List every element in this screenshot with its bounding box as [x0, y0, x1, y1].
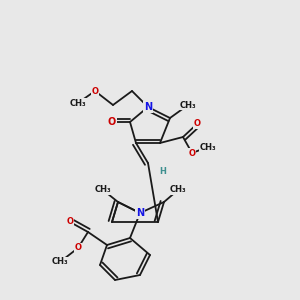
Text: CH₃: CH₃: [52, 257, 68, 266]
Text: O: O: [67, 218, 73, 226]
Text: CH₃: CH₃: [200, 142, 216, 152]
Text: O: O: [194, 119, 200, 128]
Text: O: O: [188, 148, 196, 158]
Text: N: N: [144, 102, 152, 112]
Text: CH₃: CH₃: [95, 185, 111, 194]
Text: O: O: [92, 86, 98, 95]
Text: O: O: [74, 244, 82, 253]
Text: H: H: [160, 167, 167, 176]
Text: CH₃: CH₃: [170, 185, 186, 194]
Text: CH₃: CH₃: [180, 100, 196, 109]
Text: O: O: [108, 117, 116, 127]
Text: CH₃: CH₃: [70, 98, 86, 107]
Text: N: N: [136, 208, 144, 218]
